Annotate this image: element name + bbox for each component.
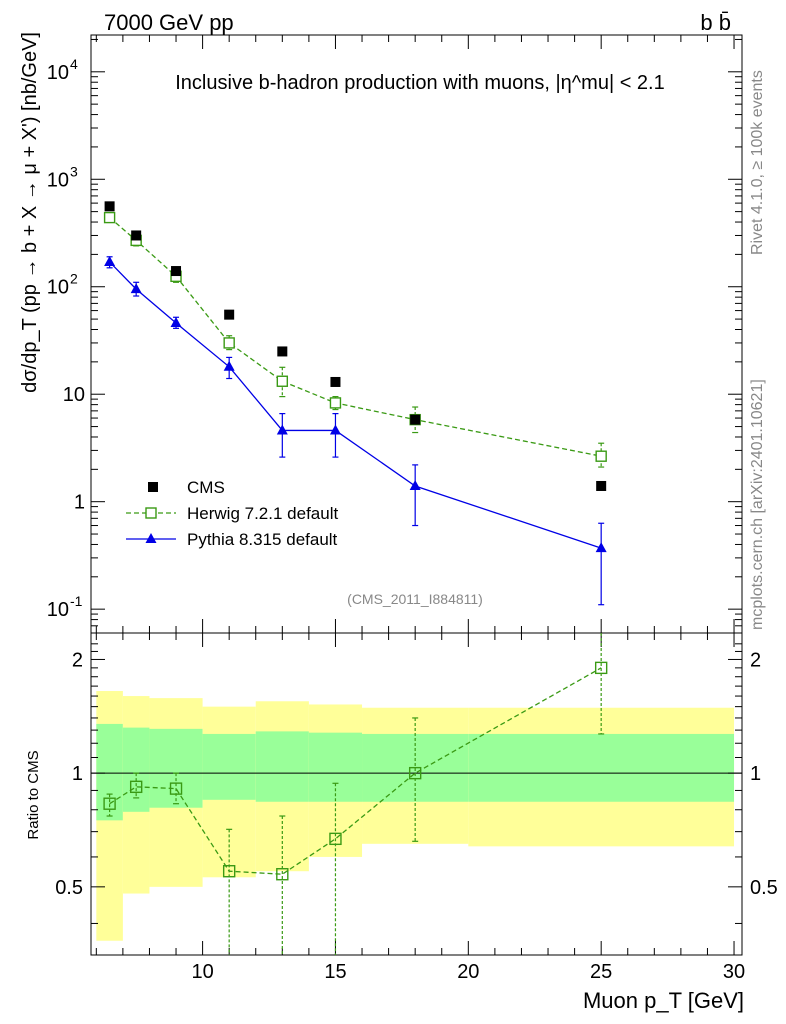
ratio-tick-label: 0.5 [55, 877, 83, 899]
cms-point [330, 376, 341, 387]
legend-pythia-marker [145, 533, 157, 543]
x-tick-label: 15 [324, 961, 346, 983]
pythia-point [276, 424, 288, 435]
y-tick-label-exp: -1 [70, 593, 83, 609]
band-inner [255, 731, 309, 802]
analysis-tag: (CMS_2011_I884811) [347, 591, 483, 607]
x-tick-label: 10 [191, 961, 213, 983]
herwig-point [276, 375, 289, 387]
y-tick-label-exp: 2 [70, 271, 78, 287]
cms-point [596, 480, 607, 491]
herwig-ratio-point [129, 780, 143, 794]
legend-label: CMS [187, 478, 225, 497]
herwig-ratio-point [594, 661, 608, 675]
ratio-bands [96, 691, 735, 941]
cms-point [410, 414, 421, 425]
herwig-ratio-point [276, 868, 289, 881]
band-inner [308, 732, 363, 802]
herwig-ratio-point [222, 865, 236, 878]
ratio-tick-label: 1 [72, 763, 83, 785]
ratio-tick-label-right: 2 [750, 649, 761, 671]
y-tick-label: 10 [47, 277, 69, 299]
data-marks [103, 201, 608, 955]
legend-herwig-marker [145, 507, 157, 519]
ratio-axis-label: Ratio to CMS [25, 750, 42, 839]
x-tick-label: 25 [590, 961, 612, 983]
y-tick-label: 10 [63, 384, 85, 406]
y-tick-label-exp: 4 [70, 56, 78, 72]
cms-point [131, 230, 142, 241]
header-left: 7000 GeV pp [104, 10, 234, 35]
legend-label: Pythia 8.315 default [187, 530, 338, 549]
pythia-line [109, 261, 602, 549]
side-rivet-text: Rivet 4.1.0, ≥ 100k events [749, 70, 766, 255]
legend-cms-marker [148, 482, 158, 492]
band-inner [122, 727, 150, 812]
ratio-tick-label-right: 1 [750, 763, 761, 785]
pythia-point [223, 360, 235, 371]
legend-label: Herwig 7.2.1 default [187, 504, 338, 523]
cms-point [104, 201, 115, 212]
herwig-ratio-point [408, 766, 422, 780]
pythia-point [329, 424, 341, 435]
herwig-line [109, 217, 602, 457]
y-tick-label: 10 [47, 62, 69, 84]
ratio-panel-frame [90, 632, 743, 956]
header-right: b b̄ [700, 10, 731, 35]
band-inner [468, 733, 735, 802]
ratio-tick-label: 2 [72, 649, 83, 671]
y-tick-label-exp: 3 [70, 163, 78, 179]
herwig-point [103, 211, 116, 224]
cms-point [224, 309, 235, 320]
y-tick-label: 10 [47, 169, 69, 191]
herwig-ratio-point [329, 832, 342, 846]
herwig-ratio-line [109, 667, 602, 875]
ratio-tick-label-right: 0.5 [750, 877, 778, 899]
pythia-point [409, 479, 421, 490]
herwig-ratio-point [103, 797, 116, 810]
band-inner [202, 733, 256, 800]
pythia-point [170, 316, 182, 327]
x-axis-label: Muon p_T [GeV] [583, 988, 744, 1013]
y-tick-label: 1 [74, 492, 85, 514]
chart-title: Inclusive b-hadron production with muons… [175, 72, 664, 94]
pythia-point [104, 255, 116, 266]
pythia-point [130, 283, 142, 294]
cms-point [277, 346, 288, 357]
y-tick-label: 10 [47, 599, 69, 621]
cms-point [171, 266, 182, 277]
x-tick-label: 20 [457, 961, 479, 983]
herwig-point [329, 397, 342, 409]
x-tick-label: 30 [723, 961, 745, 983]
herwig-point [595, 450, 607, 462]
y-axis-label: dσ/dp_T (pp → b + X → μ + X') [nb/GeV] [19, 32, 41, 393]
legend: CMS Herwig 7.2.1 default Pythia 8.315 defa… [126, 478, 338, 549]
side-mcplots-text: mcplots.cern.ch [arXiv:2401.10621] [749, 379, 766, 630]
herwig-point [223, 337, 235, 349]
herwig-ratio-point [169, 782, 183, 795]
pythia-point [595, 542, 607, 553]
